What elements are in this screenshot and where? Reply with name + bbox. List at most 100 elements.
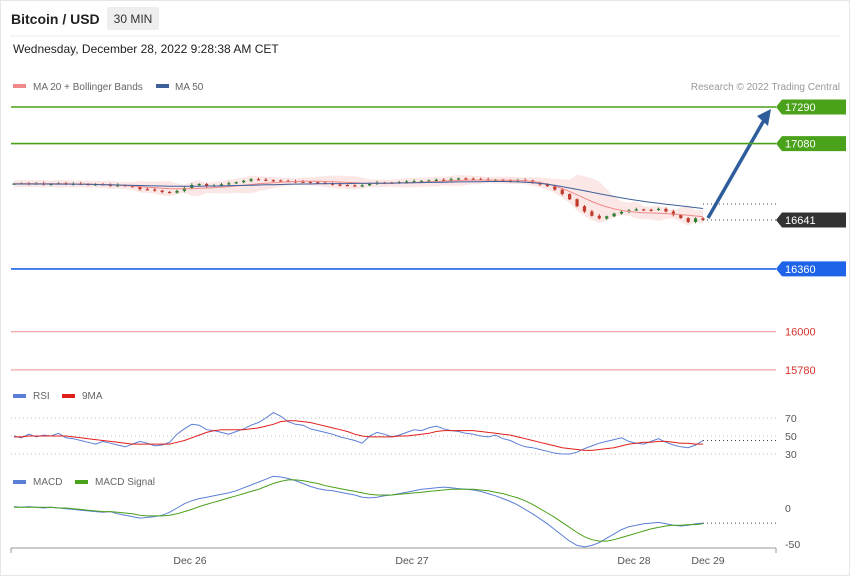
rsi-tick-label: 30 xyxy=(785,449,797,461)
candle-body xyxy=(419,180,424,183)
candle-body xyxy=(649,209,653,211)
x-axis: Dec 26 Dec 27 Dec 28 Dec 29 xyxy=(10,548,777,567)
macd-legend-swatch xyxy=(13,480,26,484)
candle-body xyxy=(449,179,453,181)
macd-line xyxy=(13,475,704,548)
candle-body xyxy=(108,184,112,187)
rsi-ma-legend-swatch xyxy=(62,394,75,398)
rsi-panel: 70 50 30 xyxy=(11,412,797,461)
candle-body xyxy=(619,211,624,214)
ma50-legend-label: MA 50 xyxy=(175,82,204,93)
x-axis-label: Dec 27 xyxy=(395,555,428,567)
x-axis-label: Dec 26 xyxy=(173,555,206,567)
candle-body xyxy=(308,181,312,184)
candle-body xyxy=(642,209,646,211)
candle-body xyxy=(130,186,135,188)
instrument-title: Bitcoin / USD xyxy=(11,11,100,27)
level-tag-resistance xyxy=(776,136,846,152)
timestamp: Wednesday, December 28, 2022 9:28:38 AM … xyxy=(13,42,279,56)
macd-legend-label: MACD xyxy=(33,477,62,488)
candle-body xyxy=(471,178,475,180)
interval-button[interactable] xyxy=(107,7,159,30)
candle-body xyxy=(227,183,231,185)
rsi-legend-swatch xyxy=(13,394,26,398)
candle-body xyxy=(256,179,261,181)
ma50-legend-swatch xyxy=(156,84,169,88)
bollinger-band xyxy=(14,174,703,226)
candle-body xyxy=(456,178,461,180)
candle-body xyxy=(182,187,186,191)
macd-tick-label: 0 xyxy=(785,503,791,515)
candle-body xyxy=(249,179,253,181)
level-label: 16360 xyxy=(785,264,816,276)
rsi-line xyxy=(13,412,704,455)
candle-body xyxy=(330,183,335,185)
level-label: 16641 xyxy=(785,215,816,227)
candle-body xyxy=(568,194,572,200)
candle-body xyxy=(560,189,564,195)
level-label: 17290 xyxy=(785,102,816,114)
macd-signal-legend-label: MACD Signal xyxy=(95,477,155,488)
macd-signal-legend-swatch xyxy=(75,480,88,484)
rsi-tick-label: 70 xyxy=(785,413,797,425)
candle-body xyxy=(145,189,149,191)
rsi-ma-line xyxy=(14,420,703,451)
candle-body xyxy=(671,211,675,215)
level-label: 15780 xyxy=(785,365,816,377)
candle-body xyxy=(271,180,275,182)
candle-body xyxy=(368,183,372,186)
level-label: 16000 xyxy=(785,327,816,339)
candle-body xyxy=(582,206,587,212)
macd-panel: 0 -50 xyxy=(13,475,800,551)
candle-body xyxy=(701,218,705,220)
candle-body xyxy=(167,191,172,194)
rsi-ma-legend-label: 9MA xyxy=(82,391,103,402)
candle-body xyxy=(264,179,268,181)
macd-tick-label: -50 xyxy=(785,539,800,551)
candle-body xyxy=(434,179,438,181)
candle-body xyxy=(360,185,364,187)
candle-body xyxy=(442,179,446,181)
candle-body xyxy=(353,185,357,187)
candle-body xyxy=(160,190,164,192)
candle-body xyxy=(590,211,594,216)
x-axis-label: Dec 28 xyxy=(617,555,650,567)
copyright-note: Research © 2022 Trading Central xyxy=(691,82,840,93)
macd-signal-line xyxy=(14,479,704,542)
candle-body xyxy=(138,186,142,190)
price-panel xyxy=(12,109,771,226)
candle-body xyxy=(412,181,416,183)
forecast-arrow-head xyxy=(757,109,771,126)
candle-body xyxy=(427,180,431,182)
candle-body xyxy=(345,185,349,187)
candle-body xyxy=(664,208,668,212)
candle-body xyxy=(205,183,209,187)
candle-body xyxy=(153,189,157,191)
candle-body xyxy=(301,181,305,183)
level-tag-resistance xyxy=(776,99,846,115)
candle-body xyxy=(612,213,616,217)
candle-body xyxy=(234,182,238,184)
level-label: 17080 xyxy=(785,139,816,151)
candle-body xyxy=(634,209,638,211)
candle-body xyxy=(219,184,224,186)
interval-label: 30 MIN xyxy=(114,12,153,26)
candle-body xyxy=(686,218,690,222)
ma20-legend-swatch xyxy=(13,84,26,88)
rsi-tick-label: 50 xyxy=(785,431,797,443)
candle-body xyxy=(464,178,468,180)
candle-body xyxy=(575,199,579,207)
level-tag-current xyxy=(776,212,846,228)
ma20-legend-label: MA 20 + Bollinger Bands xyxy=(33,82,143,93)
candle-body xyxy=(545,184,550,187)
candle-body xyxy=(605,216,609,219)
level-lines: 17290 17080 16641 16360 16000 15780 xyxy=(11,99,846,377)
x-axis-label: Dec 29 xyxy=(691,555,724,567)
ma50-line xyxy=(14,181,704,209)
level-tag-support xyxy=(776,261,846,277)
candle-body xyxy=(693,218,698,222)
forecast-arrow-shaft xyxy=(706,114,769,219)
candle-body xyxy=(338,184,342,186)
